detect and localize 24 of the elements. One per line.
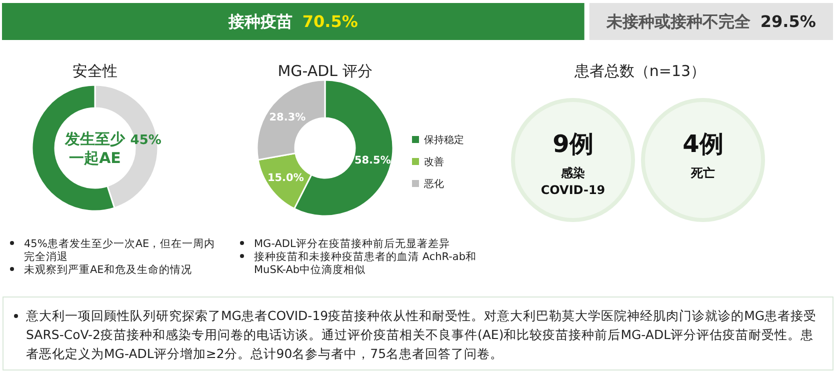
category-label: 死亡 bbox=[690, 166, 715, 180]
legend-label: 保持稳定 bbox=[424, 134, 464, 146]
category-label: 接种疫苗 bbox=[227, 12, 292, 31]
data-label: 58.5% bbox=[354, 154, 392, 166]
data-label: 70.5% bbox=[302, 12, 358, 31]
data-label: 15.0% bbox=[267, 172, 304, 184]
text: 45%患者发生至少一次AE，但在一周内完全消退 bbox=[24, 237, 216, 263]
text: MG-ADL评分在疫苗接种前后无显著差异 bbox=[254, 237, 450, 250]
category-label: 感染 COVID-19 bbox=[540, 166, 606, 197]
legend-label: 改善 bbox=[424, 156, 444, 168]
text: 9例 bbox=[552, 130, 594, 158]
data-label: 28.3% bbox=[269, 112, 306, 124]
text: 4例 bbox=[682, 130, 724, 158]
text: 发生至少一起AE bbox=[64, 130, 126, 167]
text: 意大利一项回顾性队列研究探索了MG患者COVID-19疫苗接种依从性和耐受性。对意大利巴勒莫大学医院神经肌肉门诊就诊的MG患者接受SARS-CoV-2疫苗接种和感染专用问卷的电话访谈。通过评价疫苗相关不良事件(AE)和比较疫苗接种前后MG-ADL评分评估疫苗耐受性。患者恶化定义为MG-ADL评分增加≥2分。总计90名参与者中，75名患者回答了问卷。 bbox=[25, 308, 817, 361]
text: 接种疫苗和未接种疫苗患者的血清 AchR-ab和MuSK-Ab中位滴度相似 bbox=[254, 250, 477, 276]
text: 患者总数（n=13） bbox=[573, 62, 706, 80]
text: 未观察到严重AE和危及生命的情况 bbox=[24, 263, 192, 276]
data-label: 29.5% bbox=[760, 12, 816, 31]
chart-title: 安全性 bbox=[72, 62, 118, 80]
category-label: 未接种或接种不完全 bbox=[605, 12, 752, 31]
data-label: 45% bbox=[130, 132, 162, 148]
chart-title: MG-ADL 评分 bbox=[278, 62, 372, 80]
legend-label: 恶化 bbox=[423, 178, 444, 190]
